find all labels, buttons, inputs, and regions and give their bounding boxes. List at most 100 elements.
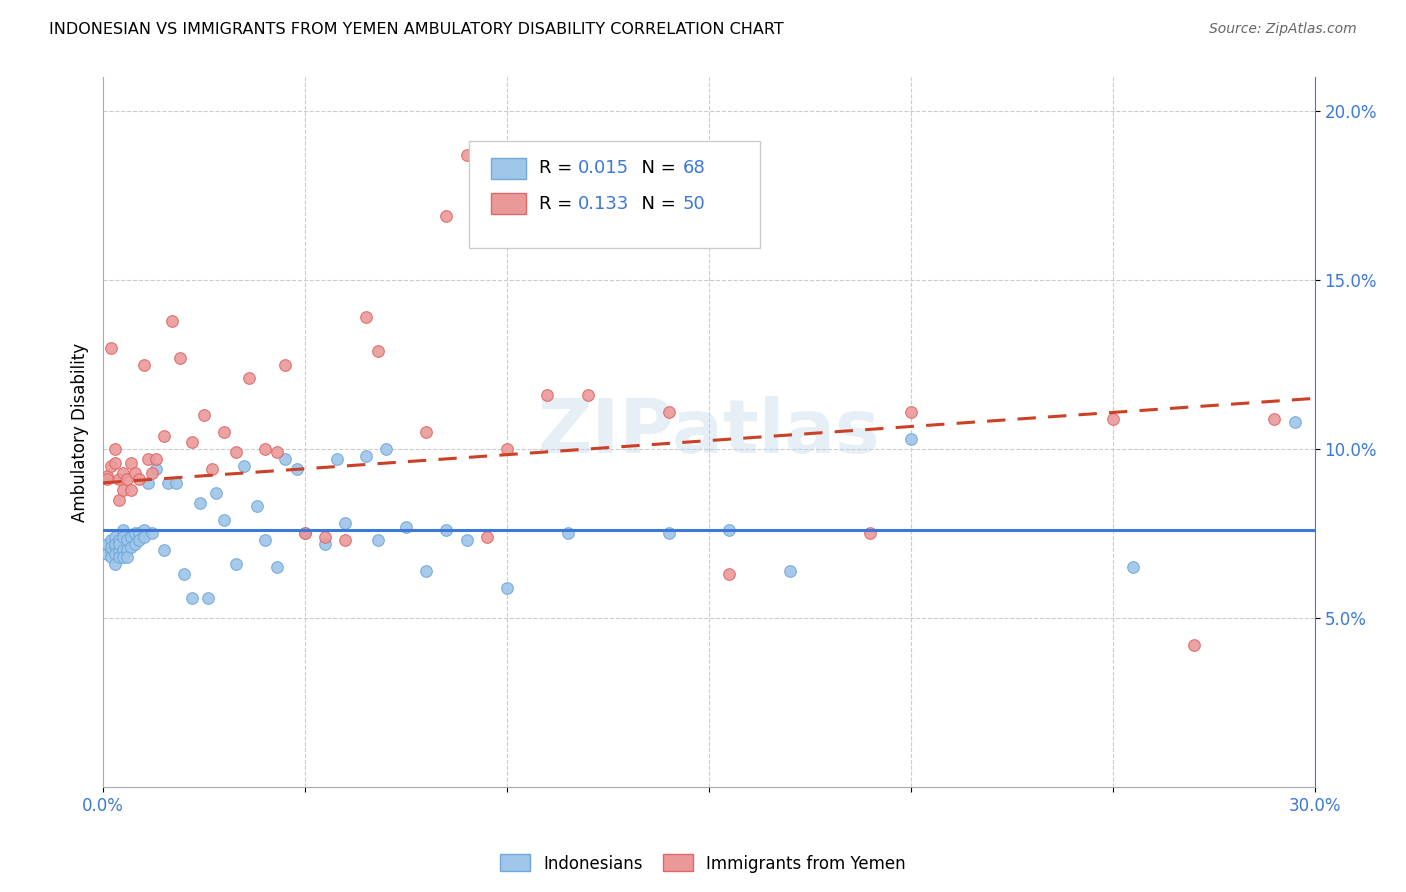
Point bbox=[117, 533, 139, 548]
Point bbox=[238, 371, 260, 385]
Point bbox=[274, 452, 297, 467]
Point bbox=[496, 581, 519, 595]
Point bbox=[900, 432, 922, 446]
Text: N =: N = bbox=[630, 160, 682, 178]
Point bbox=[165, 475, 187, 490]
Point bbox=[112, 483, 135, 497]
Point bbox=[718, 523, 741, 537]
Point bbox=[274, 358, 297, 372]
Point bbox=[108, 543, 131, 558]
Point bbox=[117, 550, 139, 565]
Point bbox=[108, 472, 131, 486]
Point bbox=[335, 516, 357, 531]
Point bbox=[395, 519, 418, 533]
Point bbox=[266, 560, 288, 574]
Point bbox=[120, 483, 142, 497]
Point bbox=[201, 462, 224, 476]
Point bbox=[136, 475, 159, 490]
Point bbox=[576, 388, 599, 402]
Point bbox=[475, 530, 498, 544]
Point bbox=[112, 466, 135, 480]
FancyBboxPatch shape bbox=[470, 141, 759, 248]
Point bbox=[104, 547, 127, 561]
Point bbox=[160, 313, 183, 327]
Point bbox=[124, 536, 146, 550]
Point bbox=[104, 557, 127, 571]
Point bbox=[1284, 415, 1306, 429]
Point bbox=[456, 533, 478, 548]
Point bbox=[214, 513, 236, 527]
Point bbox=[197, 591, 219, 605]
Point bbox=[205, 486, 228, 500]
FancyBboxPatch shape bbox=[491, 194, 526, 214]
Point bbox=[367, 344, 389, 359]
Point bbox=[120, 530, 142, 544]
Point bbox=[779, 564, 801, 578]
Point bbox=[225, 445, 247, 459]
Point bbox=[367, 533, 389, 548]
Text: N =: N = bbox=[630, 194, 682, 212]
Point bbox=[112, 523, 135, 537]
Point bbox=[193, 409, 215, 423]
Text: R =: R = bbox=[540, 194, 578, 212]
Point bbox=[124, 526, 146, 541]
Point bbox=[96, 469, 118, 483]
Point bbox=[900, 405, 922, 419]
Point bbox=[145, 462, 167, 476]
Point bbox=[456, 148, 478, 162]
Point bbox=[104, 540, 127, 554]
Point bbox=[120, 540, 142, 554]
Point bbox=[214, 425, 236, 439]
Point bbox=[657, 526, 679, 541]
Point bbox=[104, 456, 127, 470]
Point bbox=[374, 442, 396, 456]
Point bbox=[285, 462, 308, 476]
Point bbox=[108, 536, 131, 550]
Text: INDONESIAN VS IMMIGRANTS FROM YEMEN AMBULATORY DISABILITY CORRELATION CHART: INDONESIAN VS IMMIGRANTS FROM YEMEN AMBU… bbox=[49, 22, 785, 37]
Point bbox=[266, 445, 288, 459]
Point bbox=[1101, 411, 1123, 425]
Point bbox=[246, 500, 269, 514]
Point bbox=[436, 209, 458, 223]
Point bbox=[128, 472, 150, 486]
Point bbox=[859, 526, 882, 541]
Point bbox=[1263, 411, 1285, 425]
Point bbox=[152, 543, 174, 558]
Point bbox=[108, 533, 131, 548]
Point bbox=[132, 523, 155, 537]
Point bbox=[436, 523, 458, 537]
Point bbox=[96, 472, 118, 486]
Point bbox=[496, 442, 519, 456]
Text: ZIPatlas: ZIPatlas bbox=[537, 396, 880, 468]
Point bbox=[718, 567, 741, 582]
Point bbox=[294, 526, 316, 541]
Point bbox=[100, 540, 122, 554]
Point bbox=[156, 475, 179, 490]
Point bbox=[141, 466, 163, 480]
Point bbox=[173, 567, 195, 582]
Point bbox=[120, 456, 142, 470]
Point bbox=[314, 530, 336, 544]
Point bbox=[253, 533, 276, 548]
Point bbox=[536, 388, 558, 402]
Point bbox=[132, 530, 155, 544]
Point bbox=[225, 557, 247, 571]
Text: 0.133: 0.133 bbox=[578, 194, 630, 212]
Point bbox=[100, 543, 122, 558]
Point bbox=[100, 458, 122, 473]
Point bbox=[100, 550, 122, 565]
Point bbox=[233, 458, 256, 473]
Point bbox=[253, 442, 276, 456]
Text: 0.015: 0.015 bbox=[578, 160, 630, 178]
Point bbox=[117, 543, 139, 558]
Point bbox=[1182, 638, 1205, 652]
Point bbox=[415, 564, 437, 578]
Point bbox=[557, 526, 579, 541]
Point bbox=[415, 425, 437, 439]
Point bbox=[108, 550, 131, 565]
Point bbox=[112, 550, 135, 565]
Point bbox=[132, 358, 155, 372]
Text: 68: 68 bbox=[682, 160, 704, 178]
Point bbox=[124, 466, 146, 480]
Point bbox=[128, 526, 150, 541]
